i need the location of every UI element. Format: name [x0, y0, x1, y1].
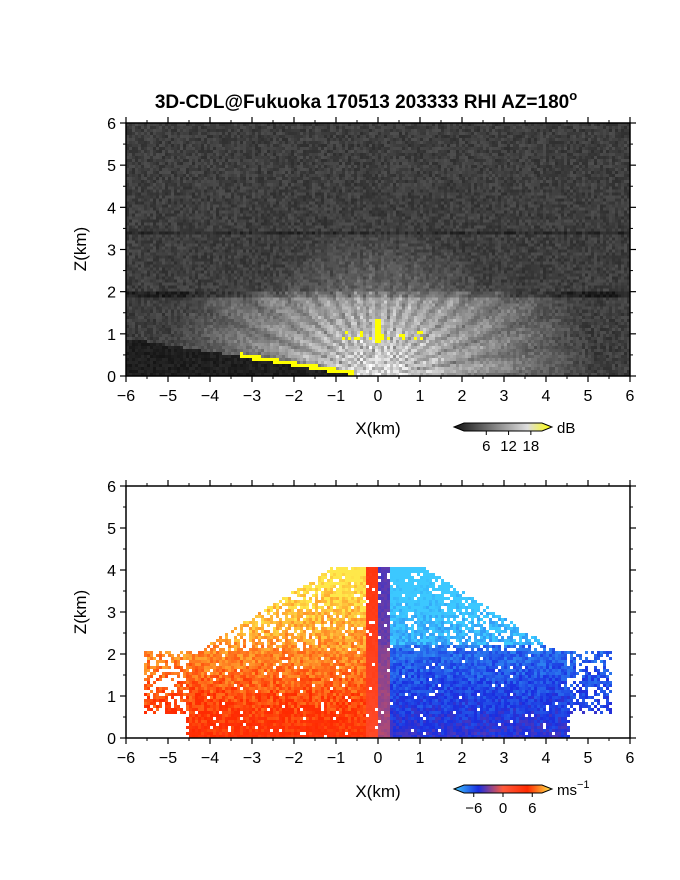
x-tick-label: 4 — [542, 750, 551, 767]
x-tick-label: −1 — [327, 750, 345, 767]
x-tick-label: −5 — [159, 388, 177, 405]
colorbar-unit: dB — [557, 420, 575, 437]
x-tick-label: 4 — [542, 388, 551, 405]
y-tick-label: 5 — [107, 521, 116, 538]
panel-velocity: −6 −5 −4 −3 −2 −1 0 1 2 3 4 5 6 0 1 2 3 4 5 6 X(km) Z(km) −… — [71, 479, 636, 817]
x-tick-label: −2 — [285, 750, 303, 767]
x-tick-label: 2 — [458, 750, 467, 767]
x-tick-label: 5 — [584, 750, 593, 767]
colorbar-tick-label: −6 — [465, 800, 482, 817]
x-tick-label: 1 — [416, 750, 425, 767]
x-tick-label: −5 — [159, 750, 177, 767]
velocity-field — [126, 486, 630, 738]
x-tick-label: 6 — [626, 750, 635, 767]
colorbar-tick-label: 0 — [499, 800, 507, 817]
title-text: 3D-CDL@Fukuoka 170513 203333 RHI AZ=180 — [155, 92, 569, 113]
colorbar-tick-label: 18 — [523, 438, 540, 455]
y-tick-label: 4 — [107, 200, 116, 217]
y-tick-label: 6 — [107, 479, 116, 496]
velocity-colorbar: −6 0 6 ms−1 — [452, 779, 590, 817]
x-tick-label: 0 — [374, 750, 383, 767]
reflectivity-field — [126, 123, 630, 376]
figure-title: 3D-CDL@Fukuoka 170513 203333 RHI AZ=180o — [155, 88, 577, 113]
y-tick-label: 2 — [107, 285, 116, 302]
x-tick-label: −4 — [201, 388, 219, 405]
x-axis-label: X(km) — [355, 782, 400, 801]
reflectivity-colorbar: 6 12 18 dB — [452, 420, 575, 455]
axis-ticks: −6 −5 −4 −3 −2 −1 0 1 2 3 4 5 6 0 1 2 3 4 5 6 — [107, 479, 636, 767]
colorbar-ramp — [452, 784, 554, 794]
x-tick-label: −6 — [117, 750, 135, 767]
y-tick-label: 0 — [107, 369, 116, 386]
x-tick-label: 5 — [584, 388, 593, 405]
x-tick-label: 3 — [500, 388, 509, 405]
y-tick-label: 5 — [107, 158, 116, 175]
colorbar-tick-label: 6 — [528, 800, 536, 817]
x-tick-label: −4 — [201, 750, 219, 767]
colorbar-tick-label: 6 — [482, 438, 490, 455]
colorbar-ramp — [452, 422, 554, 432]
colorbar-unit-exponent: −1 — [577, 779, 590, 791]
x-tick-label: 1 — [416, 388, 425, 405]
x-tick-label: −1 — [327, 388, 345, 405]
x-tick-label: 2 — [458, 388, 467, 405]
y-tick-label: 6 — [107, 116, 116, 133]
colorbar-tick-label: 12 — [500, 438, 517, 455]
y-tick-label: 1 — [107, 327, 116, 344]
axis-ticks: −6 −5 −4 −3 −2 −1 0 1 2 3 4 5 6 0 1 2 3 4 5 6 — [107, 116, 636, 405]
y-axis-label: Z(km) — [71, 227, 90, 271]
x-tick-label: −3 — [243, 388, 261, 405]
x-tick-label: 0 — [374, 388, 383, 405]
y-tick-label: 1 — [107, 689, 116, 706]
y-tick-label: 3 — [107, 605, 116, 622]
y-axis-label: Z(km) — [71, 590, 90, 634]
y-tick-label: 2 — [107, 647, 116, 664]
colorbar-unit: ms−1 — [557, 779, 590, 799]
y-tick-label: 4 — [107, 563, 116, 580]
y-tick-label: 0 — [107, 731, 116, 748]
x-axis-label: X(km) — [355, 419, 400, 438]
title-degree: o — [569, 88, 577, 103]
x-tick-label: −3 — [243, 750, 261, 767]
x-tick-label: 6 — [626, 388, 635, 405]
y-tick-label: 3 — [107, 243, 116, 260]
x-tick-label: −6 — [117, 388, 135, 405]
x-tick-label: 3 — [500, 750, 509, 767]
x-tick-label: −2 — [285, 388, 303, 405]
